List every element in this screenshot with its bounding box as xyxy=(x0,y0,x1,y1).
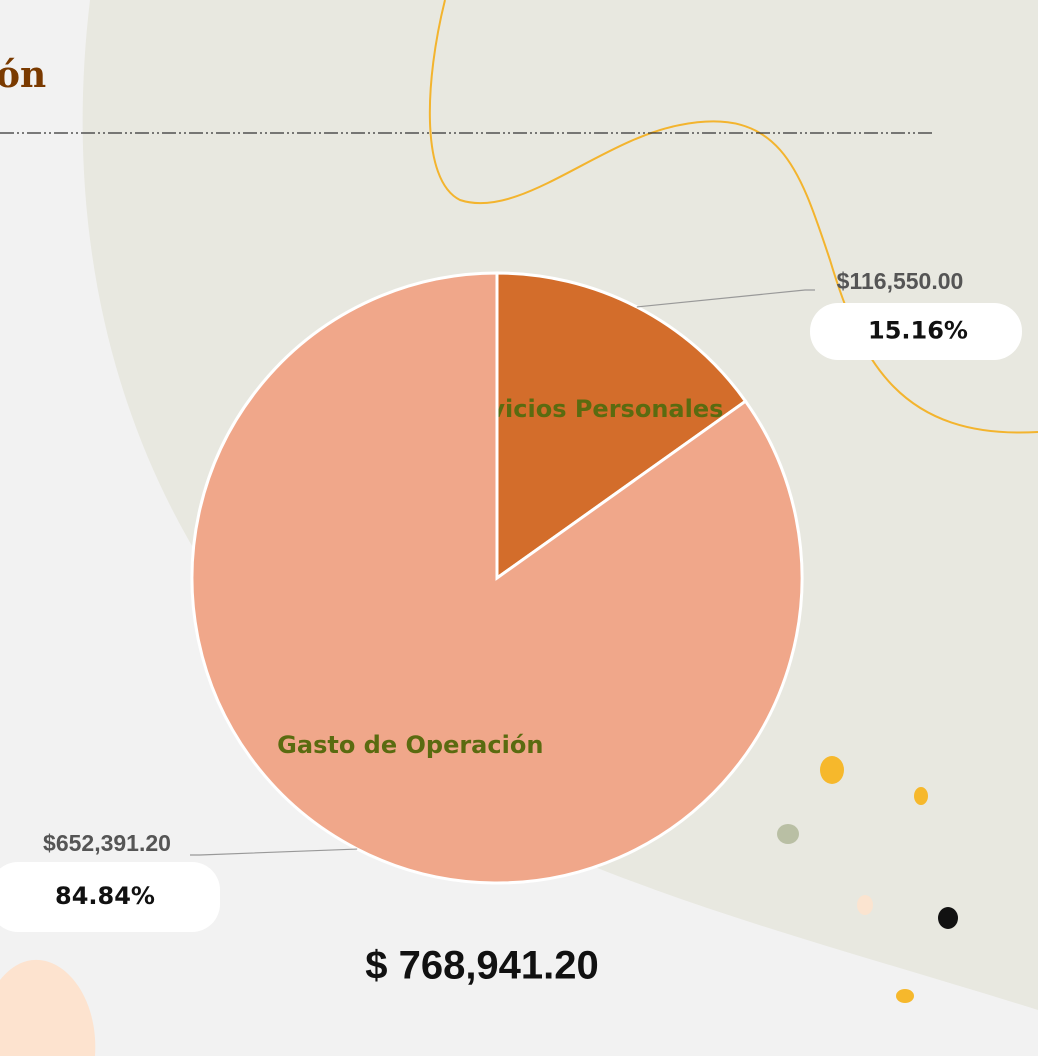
decor-curve xyxy=(428,0,1038,434)
heading: ón xyxy=(0,54,46,96)
leader-line xyxy=(636,289,815,308)
pie-slice xyxy=(190,271,804,885)
percent-label: 84.84% xyxy=(55,882,155,910)
percent-label: 15.16% xyxy=(868,317,968,345)
amount-label: $116,550.00 xyxy=(837,268,964,294)
decor-dot xyxy=(938,907,958,929)
total: $ 768,941.20 xyxy=(365,944,599,988)
percent-box xyxy=(0,862,220,932)
decor-dot xyxy=(914,787,928,805)
slice-label: Gasto de Operación xyxy=(277,731,543,759)
leader-line xyxy=(190,848,358,856)
decor-dot xyxy=(777,824,799,844)
amount-label: $652,391.20 xyxy=(43,830,171,856)
decor-dot xyxy=(820,756,844,784)
decor-dot xyxy=(896,989,914,1003)
decor-dot xyxy=(857,895,873,915)
percent-box xyxy=(810,303,1022,360)
background-blob xyxy=(0,959,96,1056)
